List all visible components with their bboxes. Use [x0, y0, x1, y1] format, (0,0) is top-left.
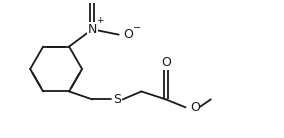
Text: S: S	[113, 93, 121, 106]
Text: O: O	[190, 101, 200, 114]
Text: O: O	[161, 56, 171, 69]
Text: −: −	[133, 23, 141, 33]
Text: O: O	[124, 28, 133, 41]
Text: N: N	[87, 23, 97, 36]
Text: O: O	[87, 0, 97, 2]
Text: +: +	[96, 16, 104, 25]
